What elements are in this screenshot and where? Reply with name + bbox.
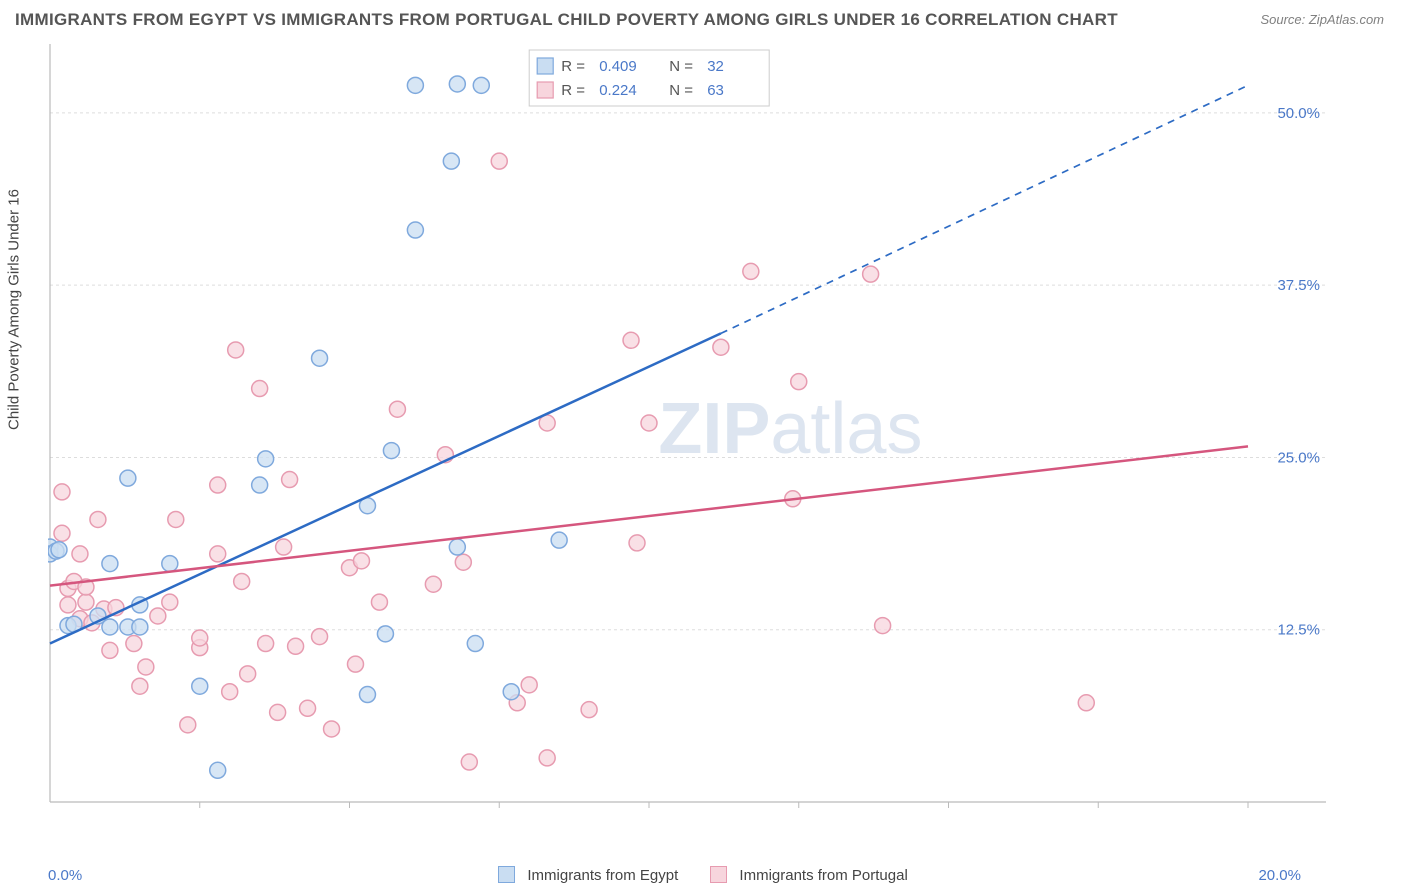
- legend-label-egypt: Immigrants from Egypt: [527, 867, 678, 884]
- legend-item-egypt: Immigrants from Egypt: [498, 866, 678, 884]
- svg-text:N =: N =: [669, 82, 693, 99]
- svg-text:63: 63: [707, 82, 724, 99]
- svg-text:25.0%: 25.0%: [1277, 449, 1320, 466]
- svg-text:50.0%: 50.0%: [1277, 105, 1320, 122]
- svg-text:0.409: 0.409: [599, 58, 637, 75]
- legend-swatch-portugal: [710, 866, 727, 883]
- svg-text:32: 32: [707, 58, 724, 75]
- legend-label-portugal: Immigrants from Portugal: [739, 867, 907, 884]
- svg-text:0.224: 0.224: [599, 82, 637, 99]
- svg-text:R =: R =: [561, 58, 585, 75]
- svg-text:37.5%: 37.5%: [1277, 277, 1320, 294]
- legend-swatch-egypt: [498, 866, 515, 883]
- svg-text:12.5%: 12.5%: [1277, 622, 1320, 639]
- y-axis-label: Child Poverty Among Girls Under 16: [6, 189, 23, 430]
- svg-text:ZIPatlas: ZIPatlas: [658, 389, 922, 469]
- svg-text:R =: R =: [561, 82, 585, 99]
- svg-text:N =: N =: [669, 58, 693, 75]
- source-attribution: Source: ZipAtlas.com: [1260, 12, 1384, 27]
- series-legend: Immigrants from Egypt Immigrants from Po…: [0, 866, 1406, 884]
- scatter-plot: ZIPatlas R = 0.409 N = 32 R = 0.224 N = 63 12.5…: [48, 42, 1328, 832]
- legend-item-portugal: Immigrants from Portugal: [710, 866, 908, 884]
- chart-title: IMMIGRANTS FROM EGYPT VS IMMIGRANTS FROM…: [15, 10, 1118, 30]
